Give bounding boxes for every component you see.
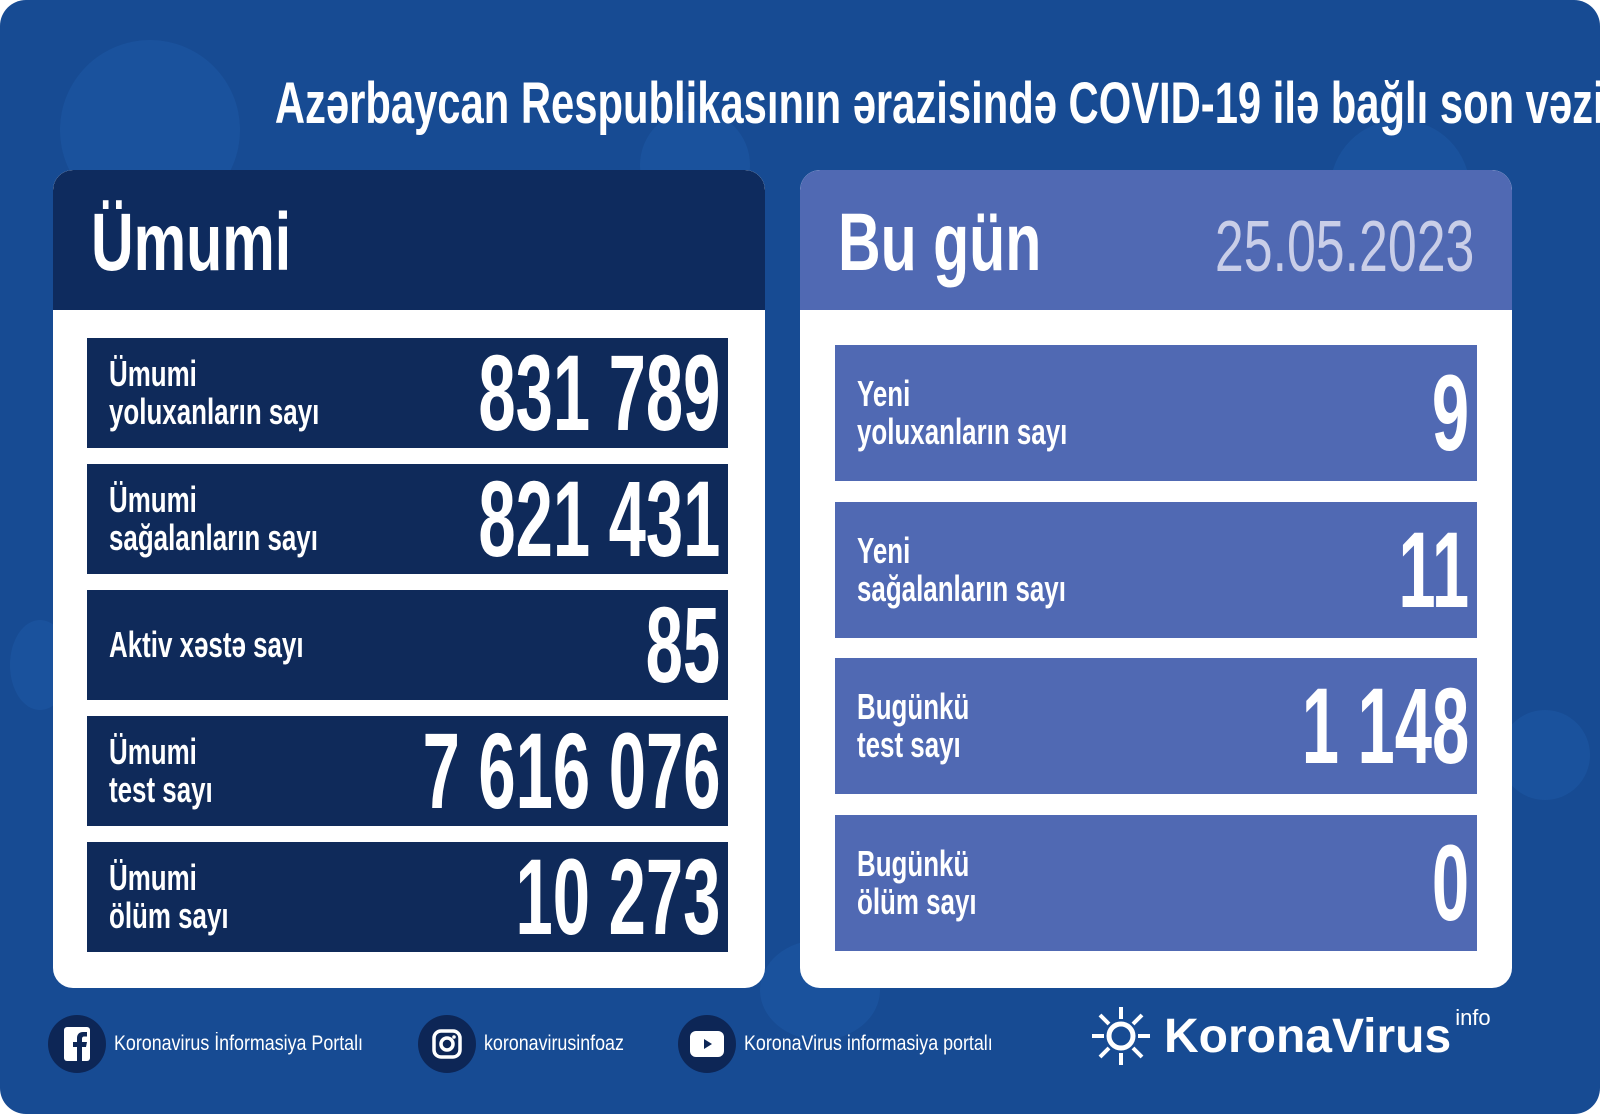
logo-superscript: info (1455, 1005, 1491, 1030)
stat-value-box: 0 (1409, 828, 1469, 938)
sun-virus-icon (1092, 1007, 1150, 1065)
facebook-label-text[interactable]: Koronavirus İnformasiya Portalı (114, 1032, 364, 1055)
stat-value-box: 85 (600, 590, 720, 700)
stat-label: sağalanların sayı (109, 517, 318, 558)
stat-label-group: Ümumi yoluxanların sayı (109, 355, 401, 431)
total-header: Ümumi (53, 170, 765, 310)
stat-value: 1 148 (1301, 665, 1469, 786)
youtube-icon (678, 1015, 736, 1073)
stat-label: ölüm sayı (857, 881, 977, 922)
today-panel: Bu gün 25.05.2023 Yeni yoluxanların sayı … (800, 170, 1512, 988)
total-heading-text: Ümumi (91, 197, 292, 288)
facebook-label[interactable]: Koronavirus İnformasiya Portalı (114, 1032, 407, 1056)
facebook-link[interactable]: Koronavirus İnformasiya Portalı (48, 1015, 407, 1073)
stat-label-group: Yeni sağalanların sayı (857, 532, 1147, 608)
virus-decoration-icon (1500, 710, 1590, 800)
stat-label-group: Yeni yoluxanların sayı (857, 375, 1149, 451)
instagram-label-text[interactable]: koronavirusinfoaz (484, 1032, 624, 1055)
today-header: Bu gün 25.05.2023 (800, 170, 1512, 310)
stat-label: sağalanların sayı (857, 568, 1066, 609)
stat-label: Ümumi (109, 353, 197, 394)
stat-value-box: 10 273 (390, 842, 720, 952)
stat-label: Bugünkü (857, 843, 970, 884)
koronavirus-logo: KoronaVirus info (1090, 1005, 1491, 1067)
report-date-text: 25.05.2023 (1214, 207, 1474, 287)
stat-value: 9 (1431, 352, 1469, 473)
total-heading: Ümumi (91, 196, 369, 290)
stat-label-group: Aktiv xəstə sayı (109, 626, 379, 664)
instagram-icon (418, 1015, 476, 1073)
total-panel: Ümumi Ümumi yoluxanların sayı 831 789 Ümu… (53, 170, 765, 988)
logo-name: KoronaVirus (1164, 1009, 1452, 1063)
stat-label: yoluxanların sayı (857, 411, 1068, 452)
youtube-label[interactable]: KoronaVirus informasiya portalı (744, 1032, 1037, 1056)
stat-value: 85 (645, 584, 720, 705)
stat-row: Yeni yoluxanların sayı 9 (835, 345, 1477, 481)
stat-row: Yeni sağalanların sayı 11 (835, 502, 1477, 638)
stat-value-box: 11 (1355, 515, 1469, 625)
page-title-text: Azərbaycan Respublikasının ərazisində CO… (274, 71, 1600, 136)
stat-value: 831 789 (477, 332, 720, 453)
stat-label: Yeni (857, 373, 911, 414)
stat-label: test sayı (109, 769, 213, 810)
stat-label-group: Ümumi ölüm sayı (109, 859, 275, 935)
stat-value-box: 7 616 076 (240, 716, 720, 826)
stat-row: Aktiv xəstə sayı 85 (87, 590, 728, 700)
stat-row: Ümumi yoluxanların sayı 831 789 (87, 338, 728, 448)
stat-label-group: Bugünkü ölüm sayı (857, 845, 1023, 921)
stat-value-box: 1 148 (1199, 671, 1469, 781)
stat-label: ölüm sayı (109, 895, 229, 936)
report-date: 25.05.2023 (1114, 206, 1474, 288)
youtube-label-text[interactable]: KoronaVirus informasiya portalı (744, 1032, 993, 1055)
stat-value: 7 616 076 (422, 710, 720, 831)
stat-label: Ümumi (109, 857, 197, 898)
stat-row: Bugünkü ölüm sayı 0 (835, 815, 1477, 951)
stat-label-group: Bugünkü test sayı (857, 688, 1013, 764)
stat-label: Bugünkü (857, 686, 970, 727)
stat-label-group: Ümumi test sayı (109, 733, 253, 809)
stat-value: 821 431 (477, 458, 720, 579)
stat-row: Ümumi sağalanların sayı 821 431 (87, 464, 728, 574)
instagram-link[interactable]: koronavirusinfoaz (418, 1015, 649, 1073)
stat-value-box: 821 431 (330, 464, 720, 574)
stat-value-box: 831 789 (330, 338, 720, 448)
stat-value: 0 (1431, 822, 1469, 943)
stat-label: Aktiv xəstə sayı (109, 624, 304, 665)
stat-value: 11 (1398, 509, 1469, 630)
stat-label: Ümumi (109, 731, 197, 772)
stat-row: Ümumi ölüm sayı 10 273 (87, 842, 728, 952)
stat-value-box: 9 (1409, 358, 1469, 468)
stat-row: Ümumi test sayı 7 616 076 (87, 716, 728, 826)
youtube-link[interactable]: KoronaVirus informasiya portalı (678, 1015, 1037, 1073)
stat-label: yoluxanların sayı (109, 391, 320, 432)
page-title: Azərbaycan Respublikasının ərazisində CO… (0, 70, 1600, 137)
facebook-icon (48, 1015, 106, 1073)
instagram-label[interactable]: koronavirusinfoaz (484, 1032, 649, 1056)
stat-value: 10 273 (515, 836, 720, 957)
stat-label: Yeni (857, 530, 911, 571)
today-heading: Bu gün (838, 196, 1120, 290)
stat-row: Bugünkü test sayı 1 148 (835, 658, 1477, 794)
stat-label: Ümumi (109, 479, 197, 520)
stat-label: test sayı (857, 724, 961, 765)
today-heading-text: Bu gün (838, 197, 1042, 288)
stat-label-group: Ümumi sağalanların sayı (109, 481, 399, 557)
